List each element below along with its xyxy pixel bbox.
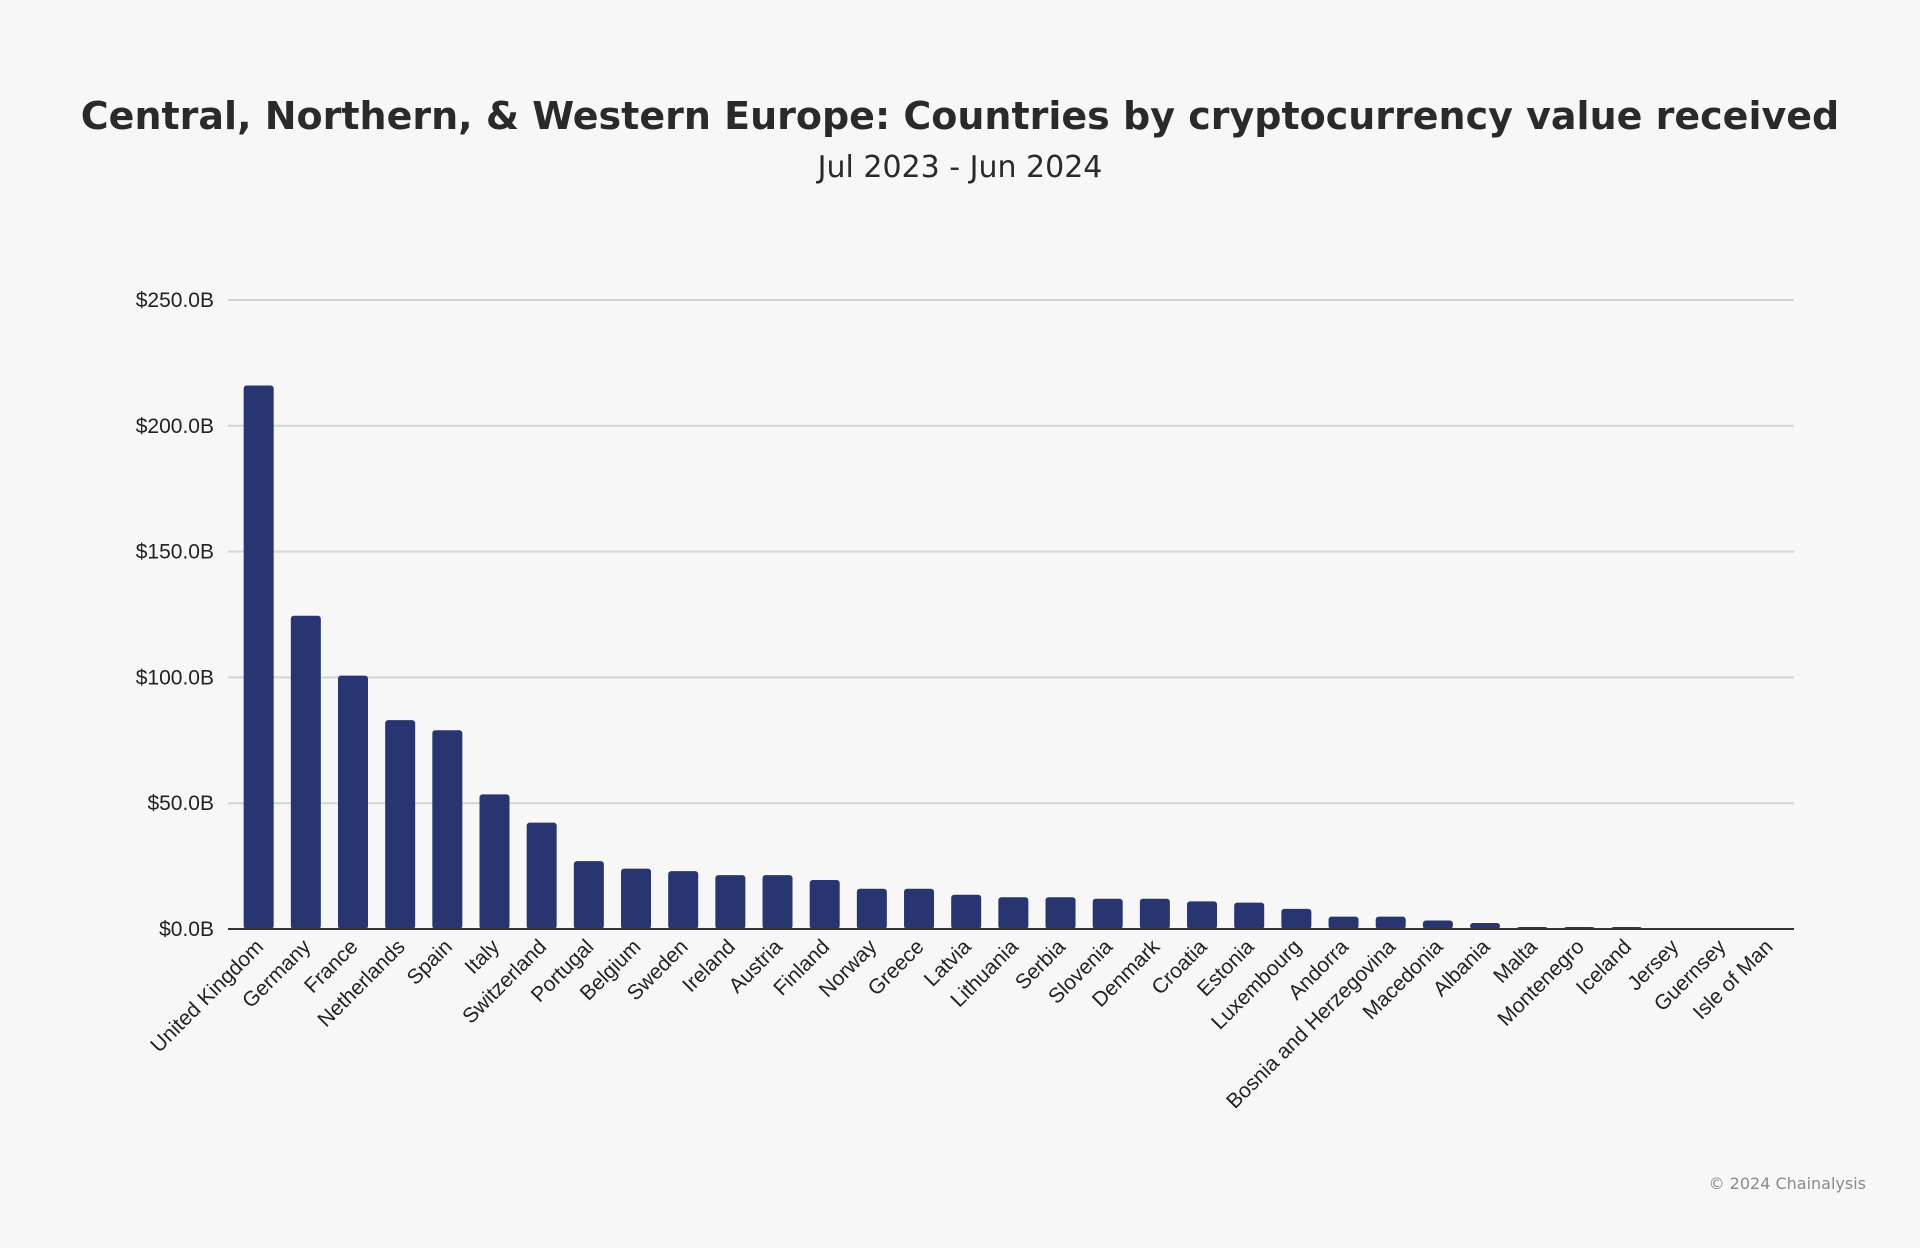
y-tick-label: $0.0B <box>159 918 214 941</box>
bar <box>1328 916 1359 929</box>
y-tick-label: $100.0B <box>136 666 214 689</box>
bar <box>243 385 274 929</box>
copyright-credit: © 2024 Chainalysis <box>1708 1174 1866 1193</box>
chart-subtitle: Jul 2023 - Jun 2024 <box>817 150 1103 185</box>
bar <box>856 888 887 929</box>
x-tick-label: Spain <box>403 935 457 989</box>
bar <box>715 875 746 929</box>
bar <box>904 888 935 929</box>
y-tick-label: $50.0B <box>147 792 214 815</box>
bar <box>1139 898 1170 929</box>
bar <box>1045 897 1076 929</box>
bar <box>573 861 604 929</box>
bar <box>1234 902 1265 929</box>
bar <box>337 675 368 929</box>
bar <box>432 730 463 929</box>
bar <box>526 822 557 929</box>
bar <box>1422 920 1453 929</box>
bar <box>998 897 1029 929</box>
bar <box>1281 908 1312 929</box>
bar <box>479 794 510 929</box>
bar <box>951 894 982 929</box>
bar <box>1187 901 1218 929</box>
bar <box>809 879 840 929</box>
y-tick-label: $150.0B <box>136 541 214 564</box>
bar <box>668 871 699 929</box>
bar <box>290 615 321 929</box>
bar <box>1470 922 1501 929</box>
bar <box>621 868 652 929</box>
bar <box>1092 898 1123 929</box>
y-tick-label: $250.0B <box>136 289 214 312</box>
y-tick-label: $200.0B <box>136 415 214 438</box>
bar <box>1375 916 1406 929</box>
bar <box>385 720 416 929</box>
chart-title: Central, Northern, & Western Europe: Cou… <box>80 94 1840 138</box>
bar <box>762 875 793 929</box>
